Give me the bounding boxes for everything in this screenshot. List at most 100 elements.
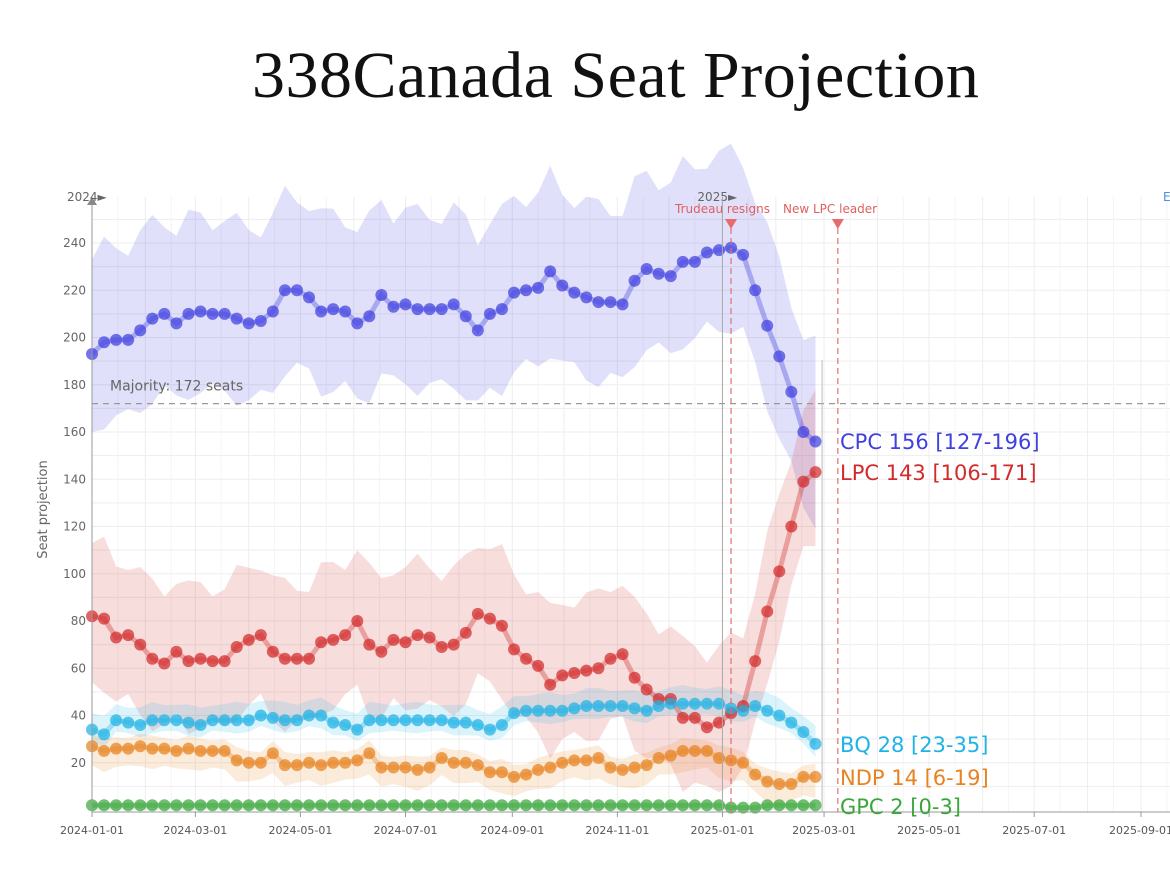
cpc-point [749,284,762,297]
gpc-point [700,799,713,812]
cpc-point [158,307,171,320]
lpc-point [387,633,400,646]
ndp-end-label: NDP 14 [6-19] [840,766,989,790]
y-tick-label: 160 [63,425,86,439]
y-tick-label: 220 [63,283,86,297]
bq-point [435,714,448,727]
majority-label: Majority: 172 seats [110,379,243,395]
lpc-point [761,605,774,618]
lpc-point [568,666,581,679]
gpc-point [556,799,569,812]
cut-off-label: E [1163,190,1170,204]
cpc-point [616,298,629,311]
ndp-point [459,756,472,769]
gpc-point [435,799,448,812]
bq-point [568,702,581,715]
lpc-point [423,631,436,644]
gpc-point [423,799,436,812]
cpc-point [98,336,111,349]
bq-point [266,711,279,724]
cpc-point [290,284,303,297]
grid [91,197,1170,812]
gpc-point [676,799,689,812]
ndp-point [580,754,593,767]
x-tick-label: 2025-05-01 [897,824,961,837]
bq-point [134,718,147,731]
cpc-point [640,262,653,275]
lpc-point [459,626,472,639]
cpc-point [194,305,207,318]
lpc-point [773,565,786,578]
cpc-point [146,312,159,325]
lpc-point [749,655,762,668]
event-marker [831,219,844,229]
ndp-point [399,761,412,774]
gpc-point [158,799,171,812]
ndp-point [532,763,545,776]
cpc-point [351,317,364,330]
lpc-end-label: LPC 143 [106-171] [840,461,1037,485]
bq-point [761,704,774,717]
lpc-point [580,664,593,677]
bq-point [737,704,750,717]
ndp-point [712,752,725,765]
cpc-point [122,333,135,346]
cpc-point [483,307,496,320]
ndp-point [363,747,376,760]
cpc-point [170,317,183,330]
ndp-point [447,756,460,769]
bq-point [532,704,545,717]
cpc-point [725,241,738,254]
lpc-point [170,645,183,658]
event-marker [725,219,738,229]
lpc-point [688,711,701,724]
ndp-point [483,766,496,779]
gpc-point [652,799,665,812]
gpc-point [218,799,231,812]
lpc-point [146,652,159,665]
x-tick-label: 2024-09-01 [480,824,544,837]
gpc-point [495,799,508,812]
cpc-point [363,310,376,323]
cpc-point [712,244,725,257]
gpc-point [712,799,725,812]
series-points [86,241,822,814]
cpc-point [676,255,689,268]
bq-point [483,723,496,736]
lpc-point [628,671,641,684]
lpc-point [616,648,629,661]
gpc-point [242,799,255,812]
bq-point [303,709,316,722]
cpc-point [423,303,436,316]
ndp-point [616,763,629,776]
ndp-point [218,744,231,757]
lpc-point [266,645,279,658]
cpc-point [520,284,533,297]
x-tick-label: 2024-03-01 [163,824,227,837]
bq-point [242,714,255,727]
lpc-point [194,652,207,665]
event-label: New LPC leader [783,202,877,216]
gpc-point [604,799,617,812]
ndp-point [158,742,171,755]
gpc-point [483,799,496,812]
lpc-point [339,629,352,642]
gpc-point [110,799,123,812]
bq-point [520,704,533,717]
end-labels: CPC 156 [127-196] LPC 143 [106-171] BQ 28 … [840,430,1040,819]
lpc-point [556,669,569,682]
ndp-point [568,754,581,767]
x-tick-label: 2024-01-01 [60,824,124,837]
gpc-point [568,799,581,812]
gpc-point [387,799,400,812]
lpc-point [98,612,111,625]
ndp-point [170,744,183,757]
ndp-point [242,756,255,769]
lpc-point [110,631,123,644]
ndp-point [628,761,641,774]
y-tick-label: 80 [71,614,86,628]
ndp-point [122,742,135,755]
confidence-bands [92,143,816,810]
x-tick-label: 2025-01-01 [690,824,754,837]
bq-point [170,714,183,727]
